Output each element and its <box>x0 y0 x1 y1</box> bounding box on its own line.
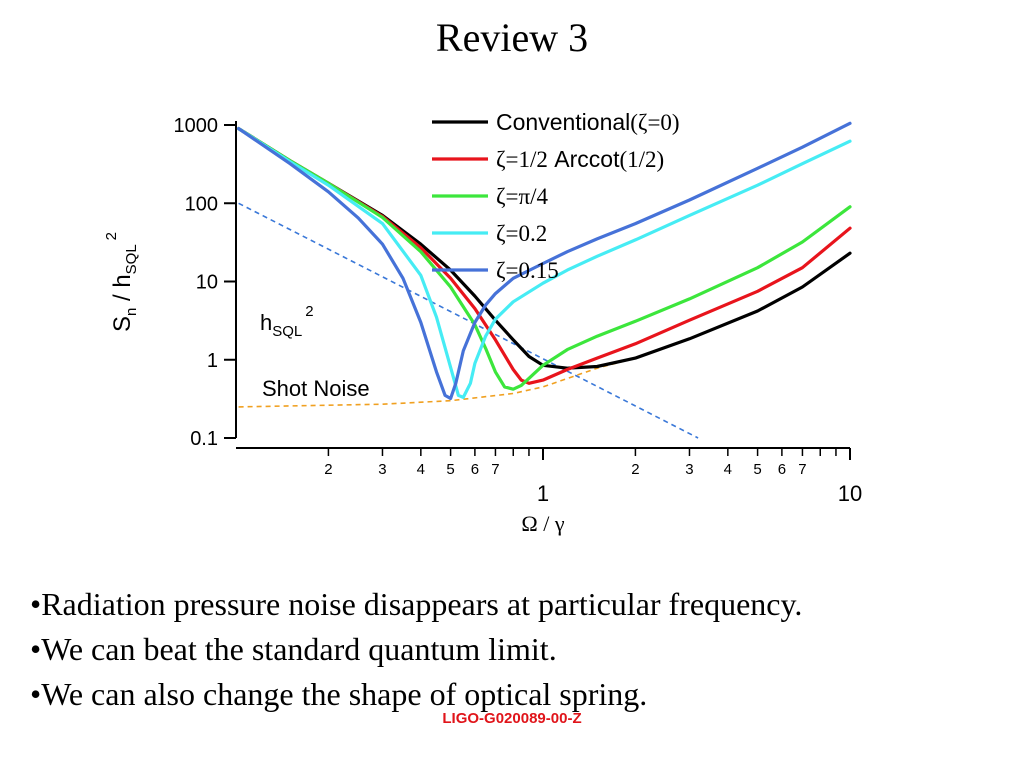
x-minor-tick-label: 5 <box>446 461 454 478</box>
hsql-reference-line <box>238 202 699 439</box>
y-tick-label: 1 <box>207 350 218 372</box>
x-minor-tick-label: 3 <box>378 461 386 478</box>
footer-document-code: LIGO-G020089-00-Z <box>442 710 582 727</box>
legend-entry: ζ=0.2 <box>496 221 547 246</box>
bullet-item: •We can beat the standard quantum limit. <box>30 631 557 667</box>
y-tick-label: 1000 <box>174 115 219 137</box>
bullet-list: •Radiation pressure noise disappears at … <box>30 582 1010 717</box>
y-tick-label: 10 <box>196 272 218 294</box>
series-line-4 <box>237 121 852 401</box>
y-tick-label: 100 <box>185 193 218 215</box>
bullet-item: •We can also change the shape of optical… <box>30 676 648 712</box>
x-minor-tick-label: 3 <box>685 461 693 478</box>
x-major-tick-label: 1 <box>537 481 549 506</box>
legend: Conventional(ζ=0) ζ=1/2 Arccot(1/2) ζ=π/4 ζ… <box>432 109 680 283</box>
hsql-annotation: hSQL2 <box>260 303 314 340</box>
x-minor-tick-label: 7 <box>798 461 806 478</box>
x-minor-tick-label: 7 <box>491 461 499 478</box>
legend-entry: ζ=0.15 <box>496 258 559 283</box>
annotations: hSQL2 Shot Noise <box>260 303 370 401</box>
legend-entry: ζ=π/4 <box>496 184 548 209</box>
x-minor-tick-label: 4 <box>417 461 425 478</box>
y-tick-label: 0.1 <box>190 428 218 450</box>
x-minor-tick-label: 6 <box>778 461 786 478</box>
series-line-3 <box>237 127 852 399</box>
legend-entry: Conventional(ζ=0) <box>496 109 680 135</box>
data-series <box>237 121 852 401</box>
x-minor-tick-label: 4 <box>724 461 732 478</box>
bullet-item: •Radiation pressure noise disappears at … <box>30 586 803 622</box>
x-minor-tick-label: 6 <box>471 461 479 478</box>
y-axis-label: Sn / hSQL2 <box>103 232 140 332</box>
x-minor-tick-label: 2 <box>631 461 639 478</box>
x-minor-tick-label: 2 <box>324 461 332 478</box>
x-major-tick-label: 10 <box>838 481 862 506</box>
legend-entry: ζ=1/2 Arccot(1/2) <box>496 146 664 172</box>
x-minor-tick-label: 5 <box>753 461 761 478</box>
series-line-2 <box>237 127 852 391</box>
shot-noise-annotation: Shot Noise <box>262 376 370 401</box>
slide-title: Review 3 <box>435 15 589 60</box>
x-axis-label: Ω / γ <box>521 511 564 536</box>
